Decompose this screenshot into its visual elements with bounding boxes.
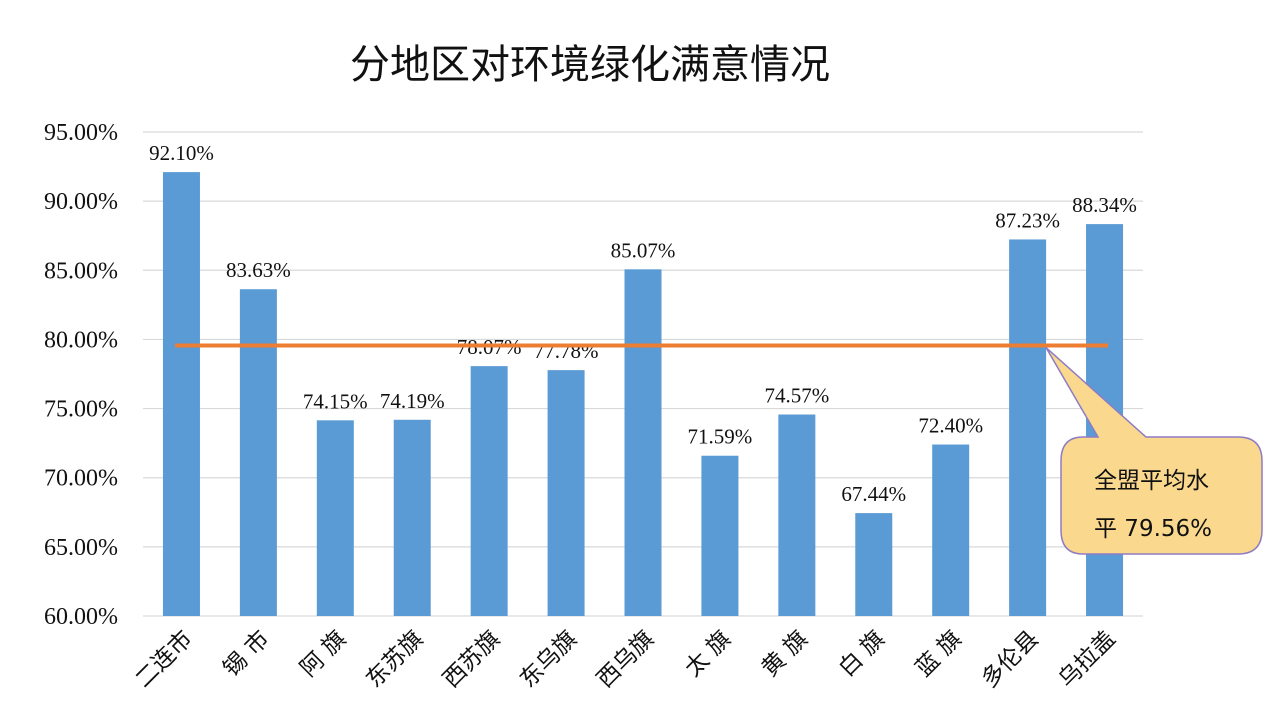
data-labels: 92.10%83.63%74.15%74.19%78.07%77.78%85.0… (149, 141, 1137, 506)
bar (393, 419, 431, 616)
x-tick-label: 乌拉盖 (1054, 626, 1121, 693)
callout-line-1: 全盟平均水 (1094, 468, 1209, 494)
bar (778, 414, 816, 616)
y-tick-label: 95.00% (44, 120, 118, 146)
data-label: 77.78% (534, 339, 599, 363)
data-label: 67.44% (841, 482, 906, 506)
average-callout: 全盟平均水 平 79.56% (1045, 346, 1263, 555)
bar (316, 420, 354, 616)
bar (162, 172, 200, 617)
data-label: 83.63% (226, 258, 291, 282)
y-tick-label: 80.00% (44, 327, 118, 353)
data-label: 88.34% (1072, 193, 1137, 217)
x-tick-label: 白 旗 (834, 626, 890, 682)
data-label: 74.19% (380, 389, 445, 413)
x-tick-label: 东苏旗 (361, 626, 428, 693)
x-tick-label: 西苏旗 (438, 626, 505, 693)
x-tick-label: 二连市 (131, 626, 198, 693)
x-tick-label: 阿 旗 (295, 626, 351, 682)
y-tick-label: 75.00% (44, 397, 118, 423)
y-tick-label: 65.00% (44, 535, 118, 561)
bar (239, 289, 277, 616)
x-tick-label: 太 旗 (680, 626, 736, 682)
y-axis-ticks: 60.00% 65.00% 70.00% 75.00% 80.00% 85.00% 90.0… (44, 120, 118, 630)
bar (855, 513, 893, 616)
bar (547, 370, 585, 616)
data-label: 71.59% (688, 425, 753, 449)
y-tick-label: 90.00% (44, 189, 118, 215)
bar (624, 269, 662, 616)
bar (701, 455, 739, 616)
bar (470, 366, 508, 616)
data-label: 85.07% (611, 238, 676, 262)
x-tick-label: 锡 市 (219, 626, 275, 682)
x-tick-label: 黄 旗 (757, 626, 813, 682)
x-tick-label: 多伦县 (977, 626, 1044, 693)
data-label: 72.40% (918, 414, 983, 438)
y-tick-label: 70.00% (44, 466, 118, 492)
y-tick-label: 85.00% (44, 258, 118, 284)
y-tick-label: 60.00% (44, 604, 118, 630)
data-label: 74.57% (764, 384, 829, 408)
x-tick-label: 东乌旗 (515, 626, 582, 693)
callout-bubble (1045, 346, 1263, 555)
bar (1009, 239, 1047, 616)
data-label: 92.10% (149, 141, 214, 165)
data-label: 87.23% (995, 208, 1060, 232)
x-tick-label: 西乌旗 (592, 626, 659, 693)
data-label: 74.15% (303, 389, 368, 413)
x-axis-ticks: 二连市锡 市阿 旗东苏旗 西苏旗 东乌旗 西乌旗太 旗黄 旗白 旗蓝 旗多伦县 乌拉盖 (131, 626, 1121, 693)
chart-title: 分地区对环境绿化满意情况 (350, 42, 830, 88)
x-tick-label: 蓝 旗 (911, 626, 967, 682)
bar (932, 444, 970, 616)
callout-line-2: 平 79.56% (1094, 516, 1212, 542)
